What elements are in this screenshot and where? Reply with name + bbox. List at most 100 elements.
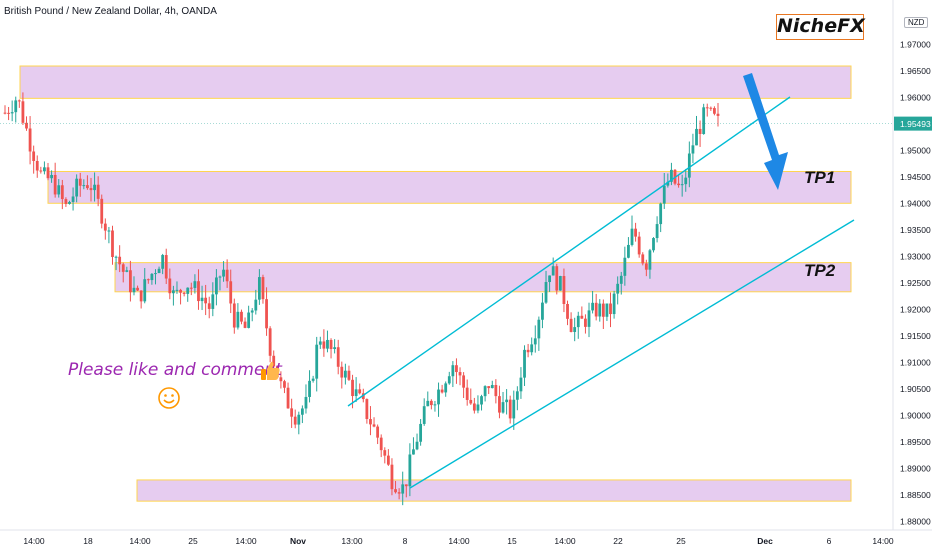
candle-body [444,383,448,393]
candle-body [652,238,655,251]
candle-body [666,181,670,186]
candle [43,161,46,175]
candle [644,259,648,277]
candle-body [103,223,107,231]
candle-body [78,178,82,186]
channel-upper-line [347,96,791,407]
candle-body [322,341,326,349]
candle-body [412,449,415,455]
candle-body [343,370,347,378]
candle-body [265,299,268,329]
candle [566,300,569,326]
candle [232,298,236,334]
candle-body [670,169,673,182]
candle-body [175,289,179,291]
candle [680,174,684,197]
candle [472,397,476,414]
candle [347,365,351,381]
candle-body [702,107,706,135]
candle [250,308,254,322]
x-tick-label: 6 [827,536,832,546]
candle [261,274,265,304]
candle-body [591,302,594,311]
candle [655,216,659,243]
candle-body [447,376,451,384]
candle-body [379,437,383,451]
candle-body [46,167,50,179]
candle-body [501,402,505,413]
candle [114,255,118,271]
candle-body [655,224,659,239]
candle-body [272,355,276,367]
candle [53,162,57,198]
candle-body [336,347,340,367]
candle [537,316,541,351]
candle-body [630,228,634,245]
candle [709,106,713,111]
candle-body [308,380,311,397]
candle-body [386,455,390,465]
candle-body [290,408,294,417]
candle-body [57,185,61,195]
candle-body [279,377,283,382]
candle-body [508,399,512,419]
y-tick-label: 1.91500 [900,331,931,341]
candle-body [422,406,426,424]
candle-body [28,128,32,152]
candle [111,225,114,265]
y-tick-label: 1.94000 [900,198,931,208]
candle [32,145,36,174]
candle-body [619,275,623,284]
candle-body [60,185,64,200]
x-tick-label: 13:00 [341,536,363,546]
candle [412,437,415,455]
candle [82,179,86,190]
y-tick-label: 1.92500 [900,278,931,288]
x-tick-label: 14:00 [554,536,576,546]
candle-body [526,349,530,353]
y-tick-label: 1.93000 [900,251,931,261]
candle-body [376,426,380,438]
candle-body [390,464,394,490]
y-tick-label: 1.90000 [900,410,931,420]
candle-body [340,366,344,378]
x-tick-label: Dec [757,536,773,546]
candle [304,384,308,414]
candle-body [129,270,132,293]
candle [186,287,190,302]
candle [60,179,64,210]
candle-body [82,185,86,187]
candle-body [558,276,562,291]
candle-body [476,404,480,411]
candle [691,133,695,164]
candle-body [143,279,147,302]
y-tick-label: 1.96000 [900,92,931,102]
candle-body [232,303,236,328]
candle [616,276,620,305]
candle [684,168,688,192]
thumbs-up-icon [261,361,280,380]
y-tick-label: 1.92000 [900,304,931,314]
candle [75,174,79,203]
candle [150,273,154,285]
candle [702,103,706,135]
candle [455,358,458,384]
candle [129,260,132,302]
x-tick-label: 14:00 [448,536,470,546]
candle [154,269,157,285]
candle-body [283,381,286,388]
candle-body [680,184,684,186]
candle-body [250,310,254,313]
candle [677,174,680,188]
candle [171,285,175,306]
currency-badge[interactable]: NZD [904,17,929,28]
candle-body [451,365,455,377]
candle [218,275,222,291]
candle [666,173,670,188]
candle [612,290,616,319]
candle-body [616,283,620,294]
candle [451,361,455,388]
candle [594,293,598,321]
candle [619,271,623,295]
